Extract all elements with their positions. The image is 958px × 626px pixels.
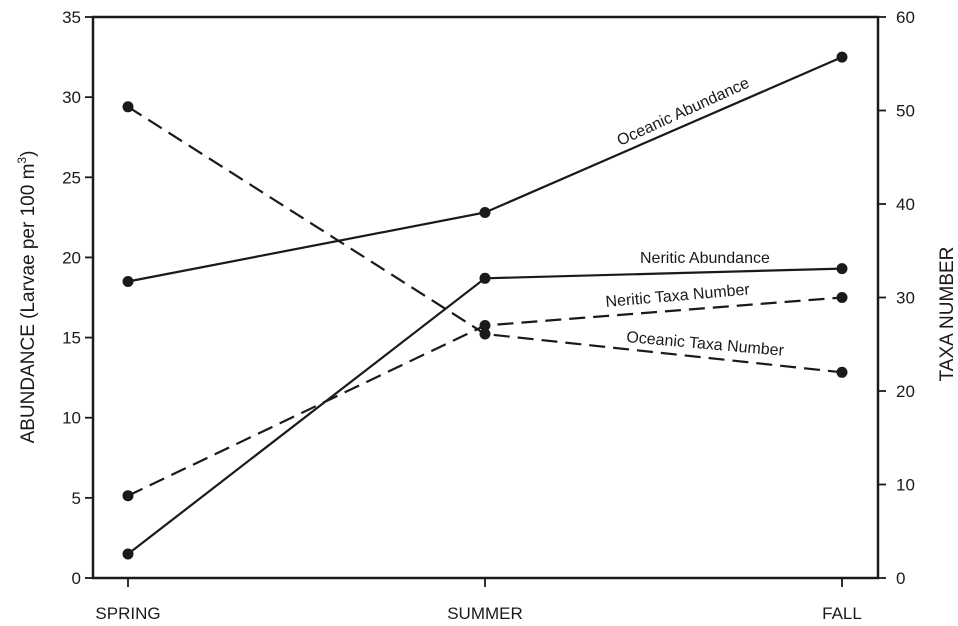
x-axis: SPRING SUMMER FALL — [95, 578, 862, 623]
series-label-oceanic-taxa-number: Oceanic Taxa Number — [626, 329, 786, 360]
point-oceanic-abundance-spring — [122, 276, 134, 287]
y-left-tick-label: 5 — [72, 489, 81, 508]
y-right-tick-label: 60 — [896, 8, 915, 27]
x-tick-label-spring: SPRING — [95, 604, 160, 623]
series-line-neritic-abundance — [127, 267, 843, 555]
y-left-tick-label: 15 — [62, 329, 81, 348]
left-axis: 0 5 10 15 20 25 30 35 — [62, 8, 93, 588]
y-right-tick-label: 30 — [896, 289, 915, 308]
point-neritic-taxa-number-fall — [836, 292, 848, 303]
y-left-tick-label: 0 — [72, 569, 81, 588]
y-left-tick-label: 10 — [62, 409, 81, 428]
point-neritic-taxa-number-spring — [122, 490, 134, 502]
series-label-oceanic-abundance: Oceanic Abundance — [615, 75, 752, 150]
axes — [91, 15, 880, 580]
point-oceanic-abundance-fall — [836, 51, 848, 63]
series-labels: Oceanic Abundance Neritic Abundance Neri… — [605, 75, 785, 360]
point-oceanic-taxa-number-summer — [479, 328, 491, 340]
y-left-tick-label: 25 — [62, 168, 81, 187]
y-right-tick-label: 50 — [896, 102, 915, 121]
y-right-tick-label: 40 — [896, 195, 915, 214]
y-axis-left-title: ABUNDANCE (Larvae per 100 m3) — [15, 151, 39, 444]
point-neritic-abundance-spring — [122, 548, 134, 560]
y-left-tick-label: 20 — [62, 248, 81, 267]
y-right-tick-label: 20 — [896, 382, 915, 401]
y-left-tick-label: 35 — [62, 8, 81, 27]
point-oceanic-abundance-summer — [479, 207, 491, 218]
series-label-neritic-abundance: Neritic Abundance — [640, 250, 770, 267]
point-oceanic-taxa-number-spring — [122, 101, 134, 113]
y-right-tick-label: 0 — [896, 569, 905, 588]
y-right-tick-label: 10 — [896, 476, 915, 495]
right-axis: 0 10 20 30 40 50 60 — [878, 8, 915, 588]
point-oceanic-taxa-number-fall — [836, 366, 848, 378]
y-left-tick-label: 30 — [62, 88, 81, 107]
point-neritic-taxa-number-summer — [479, 320, 491, 331]
y-axis-left-title-main: ABUNDANCE (Larvae per 100 m — [18, 164, 39, 444]
y-axis-left-title-superscript: 3 — [15, 157, 29, 164]
point-neritic-abundance-fall — [836, 263, 848, 275]
x-tick-label-summer: SUMMER — [447, 604, 523, 623]
y-axis-left-title-close: ) — [18, 151, 39, 157]
point-neritic-abundance-summer — [479, 272, 491, 284]
plot-frame — [91, 15, 880, 580]
series-lines — [127, 56, 843, 555]
y-axis-right-title: TAXA NUMBER — [937, 247, 958, 382]
x-tick-label-fall: FALL — [822, 604, 862, 623]
series-points — [122, 51, 848, 560]
series-label-neritic-taxa-number: Neritic Taxa Number — [605, 281, 751, 311]
